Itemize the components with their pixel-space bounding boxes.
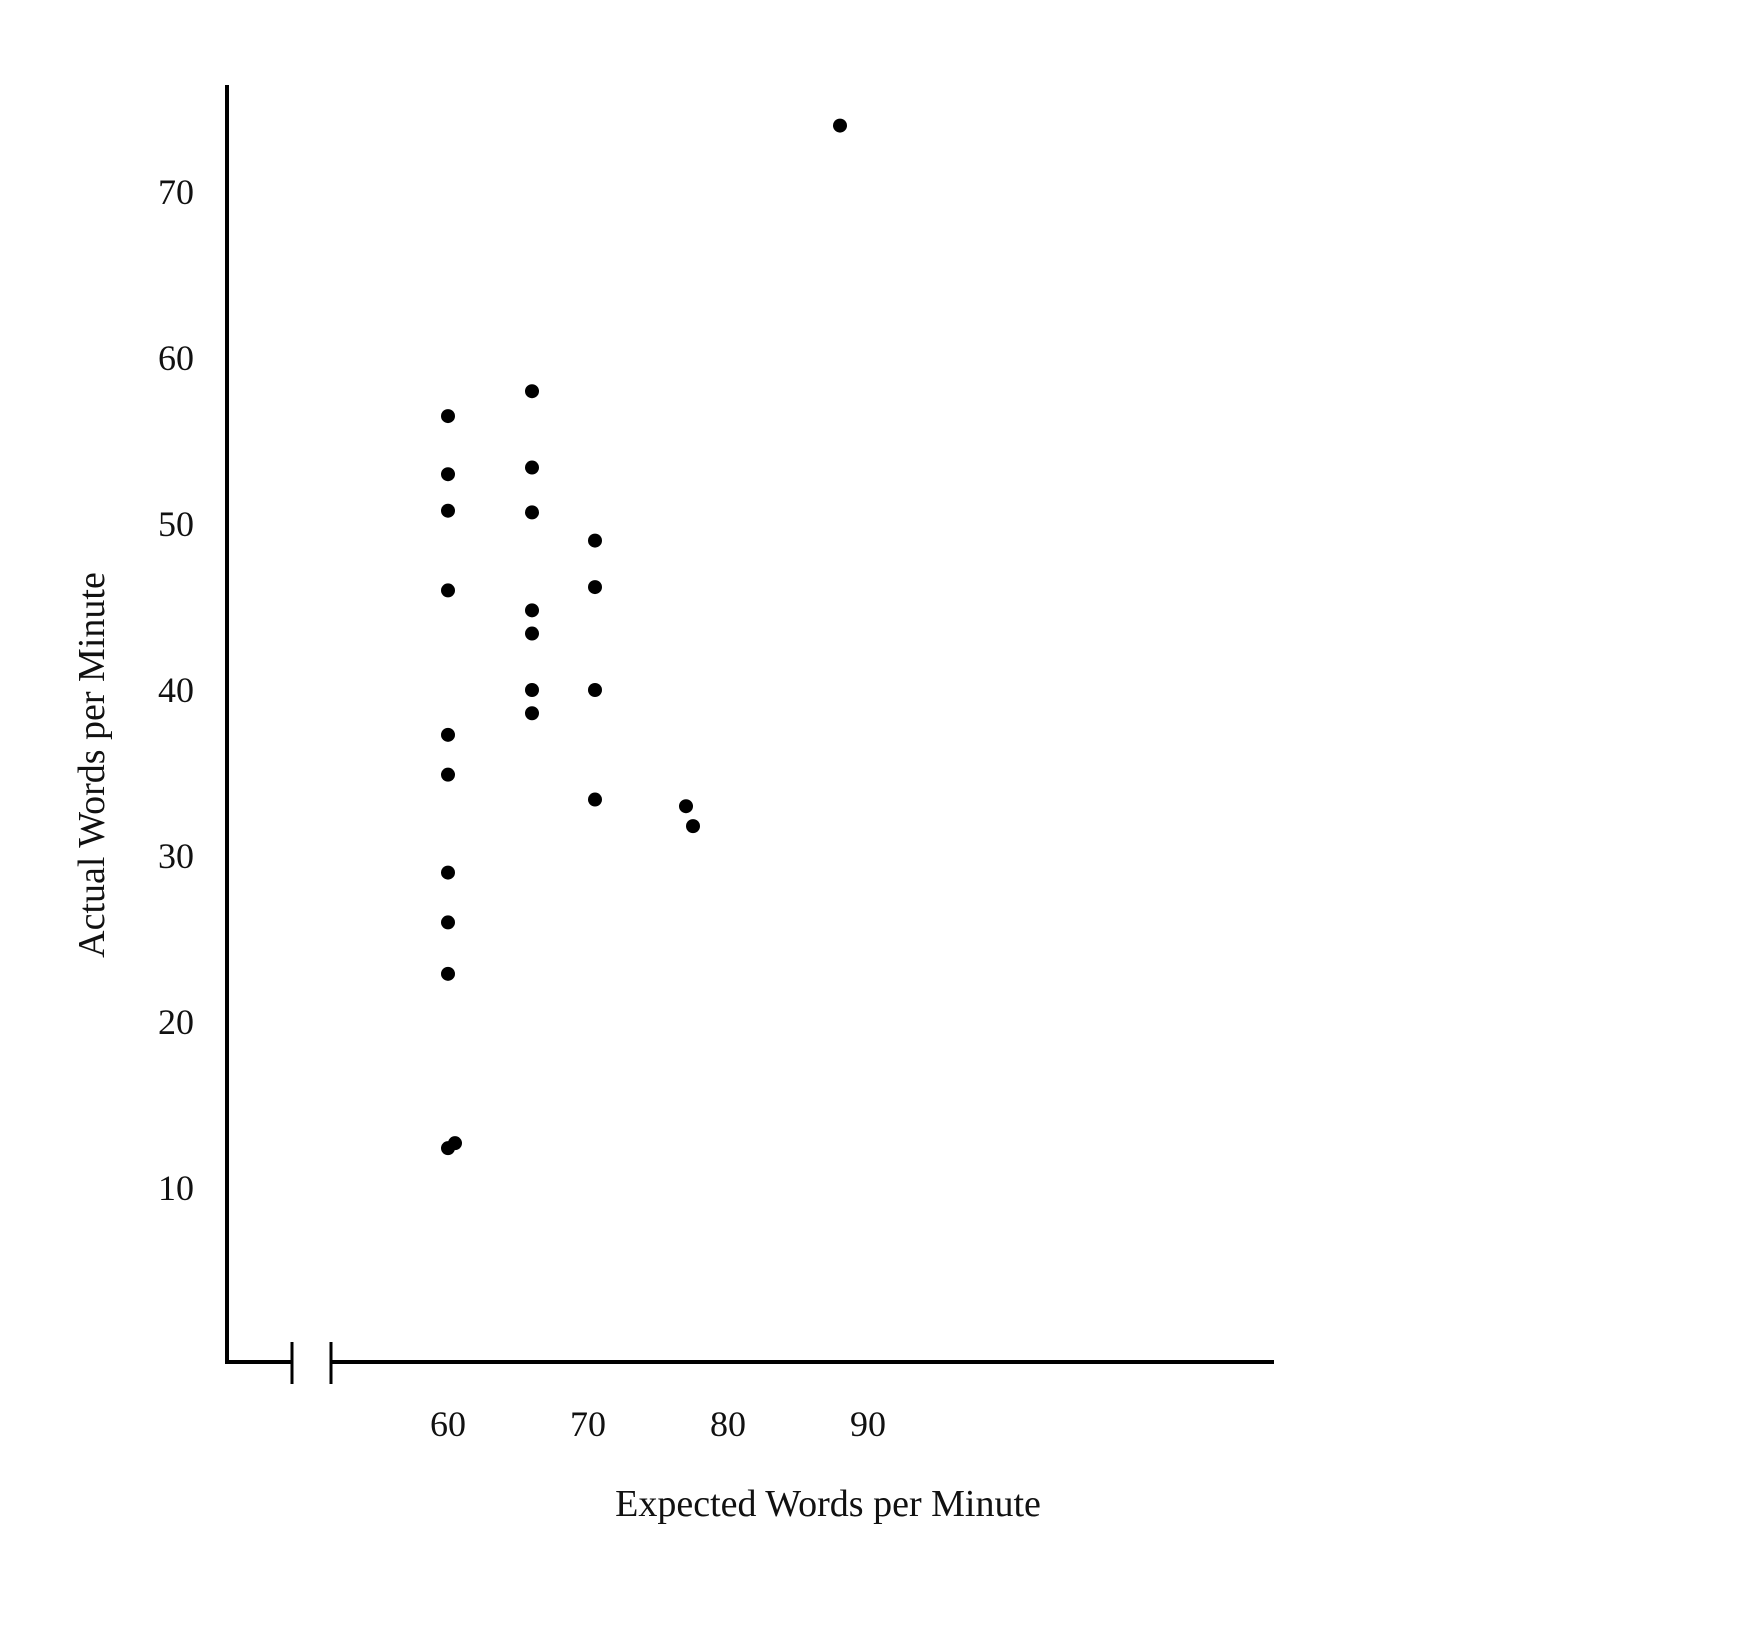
data-point (525, 460, 539, 475)
data-point (833, 118, 847, 133)
data-point (441, 503, 455, 518)
data-point (525, 505, 539, 520)
data-point (686, 819, 700, 834)
data-point (441, 583, 455, 598)
y-tick-label-70: 70 (158, 172, 194, 212)
x-tick-label-90: 90 (850, 1404, 886, 1444)
x-tick-label-80: 80 (710, 1404, 746, 1444)
y-tick-label-10: 10 (158, 1168, 194, 1208)
data-point (588, 683, 602, 697)
data-point (441, 727, 455, 742)
y-tick-label-40: 40 (158, 670, 194, 710)
y-tick-label-30: 30 (158, 836, 194, 876)
y-tick-label-60: 60 (158, 338, 194, 378)
data-point (525, 626, 539, 641)
data-point (441, 966, 455, 981)
y-tick-label-20: 20 (158, 1002, 194, 1042)
data-point (588, 580, 602, 595)
data-point (441, 767, 455, 782)
x-tick-labels: 60 70 80 90 (430, 1404, 886, 1444)
data-point (441, 915, 455, 930)
data-point (525, 603, 539, 618)
y-axis-title: Actual Words per Minute (71, 572, 113, 958)
data-point (448, 1136, 462, 1151)
x-axis (225, 1342, 1274, 1384)
data-point (679, 799, 693, 814)
data-points (441, 118, 847, 1156)
data-point (441, 467, 455, 482)
y-tick-label-50: 50 (158, 504, 194, 544)
data-point (588, 533, 602, 548)
x-tick-label-60: 60 (430, 1404, 466, 1444)
x-tick-label-70: 70 (570, 1404, 606, 1444)
data-point (525, 706, 539, 721)
data-point (588, 792, 602, 807)
data-point (441, 409, 455, 424)
data-point (525, 384, 539, 399)
x-axis-title: Expected Words per Minute (615, 1483, 1041, 1525)
data-point (441, 865, 455, 880)
y-tick-labels: 10 20 30 40 50 60 70 (158, 172, 194, 1208)
data-point (525, 683, 539, 697)
